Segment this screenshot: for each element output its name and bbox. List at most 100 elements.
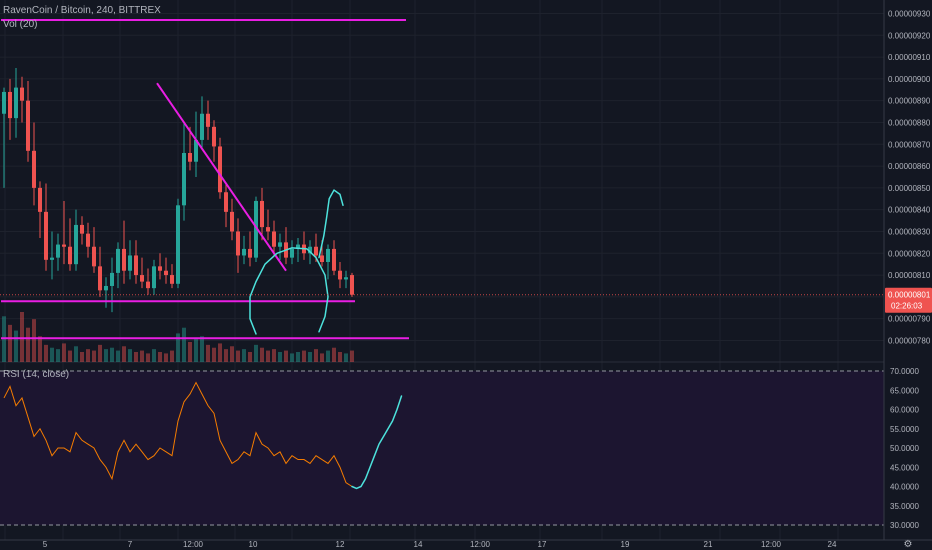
volume-bar [140,350,144,362]
candle-body [98,266,102,291]
candle-body [224,192,228,212]
volume-bar [176,333,180,362]
candle-body [182,152,186,206]
symbol-title[interactable]: RavenCoin / Bitcoin, 240, BITTREX [3,5,161,16]
candle-body [158,266,162,271]
volume-bar [50,347,54,362]
volume-bar [194,339,198,362]
volume-bar [242,349,246,362]
candle-body [44,211,48,260]
volume-bar [158,352,162,362]
volume-bar [236,350,240,362]
candle-body [92,246,96,267]
time-tick-label: 12 [336,540,345,549]
candle-body [272,231,276,247]
candle-body [20,87,24,101]
candle-body [206,113,210,127]
time-tick-label: 24 [828,540,837,549]
volume-bar [104,349,108,362]
volume-bar [116,350,120,362]
time-tick-label: 19 [621,540,630,549]
volume-bar [62,343,66,362]
candle-body [326,248,330,262]
time-tick-label: 12:00 [183,540,204,549]
candle-body [242,248,246,256]
candle-body [200,113,204,140]
last-price-badge [885,287,932,313]
volume-bar [98,344,102,362]
rsi-tick-label: 60.0000 [890,406,919,415]
candle-body [260,200,264,228]
volume-bar [8,324,12,362]
candle-body [278,242,282,247]
candle-body [134,255,138,276]
candle-body [56,244,60,258]
rsi-tick-label: 30.0000 [890,521,919,530]
volume-bar [206,344,210,362]
settings-gear-icon: ⚙ [904,539,913,550]
price-tick-label: 0.00000920 [888,31,931,40]
candle-body [14,87,18,119]
price-tick-label: 0.00000790 [888,315,931,324]
candle-body [230,211,234,232]
price-tick-label: 0.00000850 [888,184,931,193]
candle-body [80,224,84,234]
candle-body [350,275,354,295]
candle-body [128,255,132,271]
rsi-tick-label: 70.0000 [890,367,919,376]
rsi-tick-label: 50.0000 [890,444,919,453]
countdown-label: 02:26:03 [891,302,923,311]
candle-body [320,255,324,262]
volume-bar [278,352,282,362]
volume-bar [32,319,36,362]
price-tick-label: 0.00000900 [888,75,931,84]
candle-body [236,231,240,256]
candle-body [188,152,192,162]
candle-body [32,150,36,188]
price-tick-label: 0.00000930 [888,9,931,18]
candle-body [170,275,174,284]
volume-bar [296,352,300,362]
volume-legend[interactable]: Vol (20) [3,19,38,30]
last-price-label: 0.00000801 [888,291,931,300]
volume-bar [152,349,156,362]
rsi-line [3,381,353,487]
candle-body [164,270,168,276]
rsi-legend[interactable]: RSI (14, close) [3,369,70,380]
volume-bar [188,342,192,362]
rsi-tick-label: 40.0000 [890,483,919,492]
volume-bar [212,347,216,362]
candle-body [296,244,300,249]
time-tick-label: 12:00 [470,540,491,549]
volume-bar [146,353,150,362]
volume-bar [14,330,18,362]
rsi-tick-label: 35.0000 [890,502,919,511]
candle-body [110,272,114,286]
volume-bar [254,344,258,362]
volume-bar [284,350,288,362]
volume-bar [320,353,324,362]
price-tick-label: 0.00000880 [888,118,931,127]
candle-body [140,275,144,282]
time-tick-label: 5 [43,540,48,549]
candle-body [38,187,42,212]
trendline [156,82,287,272]
time-tick-label: 17 [538,540,547,549]
price-tick-label: 0.00000780 [888,336,931,345]
time-tick-label: 7 [128,540,133,549]
volume-bar [200,336,204,362]
trendlines[interactable] [0,19,884,340]
volume-bar [308,352,312,362]
volume-bar [290,353,294,362]
candle-body [308,246,312,254]
volume-bar [302,350,306,362]
candle-body [218,146,222,193]
time-tick-label: 10 [249,540,258,549]
candle-body [62,244,66,247]
candle-body [248,248,252,258]
volume-bar [86,349,90,362]
price-tick-label: 0.00000820 [888,249,931,258]
candle-body [332,248,336,271]
